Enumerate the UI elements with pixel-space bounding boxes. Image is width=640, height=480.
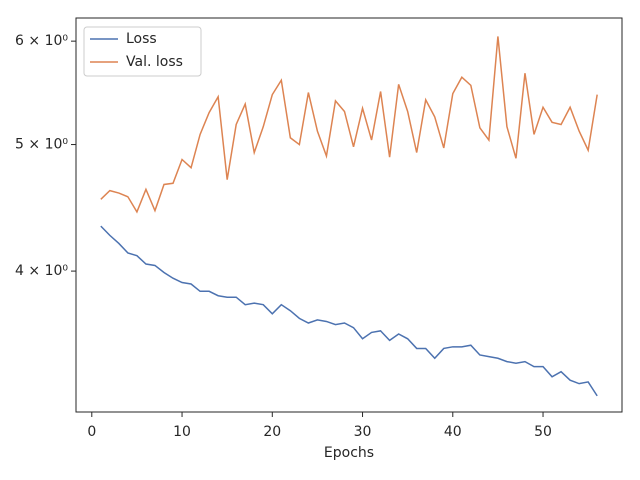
legend-label: Loss bbox=[126, 31, 157, 47]
plot-frame bbox=[75, 17, 623, 413]
x-tick-label: 20 bbox=[263, 424, 281, 440]
y-tick-label: 6 × 10⁰ bbox=[15, 33, 68, 49]
x-tick-label: 10 bbox=[173, 424, 191, 440]
x-tick-label: 30 bbox=[354, 424, 372, 440]
legend-label: Val. loss bbox=[126, 54, 183, 70]
legend: Loss Val. loss bbox=[83, 26, 202, 77]
line-series bbox=[100, 36, 598, 214]
y-tick-label: 4 × 10⁰ bbox=[15, 263, 68, 279]
x-tick-label: 0 bbox=[87, 424, 96, 440]
x-tick-label: 40 bbox=[444, 424, 462, 440]
x-tick-label: 50 bbox=[534, 424, 552, 440]
y-tick-label: 5 × 10⁰ bbox=[15, 137, 68, 153]
x-axis-label: Epochs bbox=[324, 445, 374, 461]
line-series bbox=[100, 225, 598, 397]
